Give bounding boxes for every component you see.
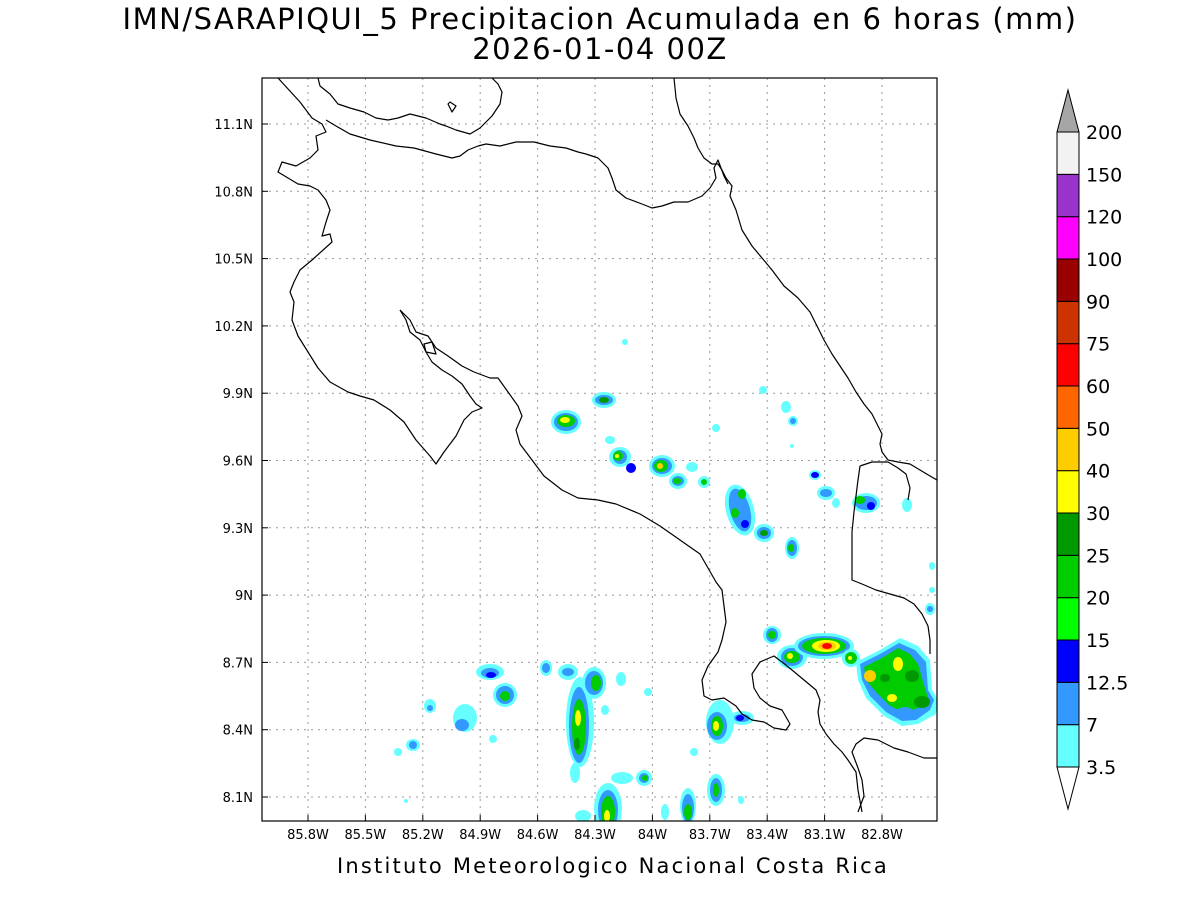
lat-tick-label: 10.8N	[214, 185, 253, 200]
lon-tick-label: 84.9W	[459, 828, 501, 843]
lon-tick-label: 83.7W	[689, 828, 731, 843]
colorbar-swatch	[1056, 427, 1080, 472]
lon-tick-label: 85.8W	[287, 828, 329, 843]
lat-tick-label: 9.6N	[223, 455, 253, 470]
lat-tick-label: 10.2N	[214, 320, 253, 335]
colorbar: 3.5 7 12.5 15 20 25 30 40 50 60 75 90 100 120 150 200	[1056, 88, 1128, 811]
colorbar-label: 150	[1086, 164, 1122, 186]
lon-tick-label: 83.1W	[804, 828, 846, 843]
colorbar-swatch	[1056, 343, 1080, 387]
rain-cell	[856, 638, 937, 726]
colorbar-swatch	[1056, 300, 1080, 345]
colorbar-swatch	[1056, 724, 1080, 768]
colorbar-swatch	[1056, 470, 1080, 514]
colorbar-label: 200	[1086, 122, 1122, 144]
colorbar-label: 12.5	[1086, 672, 1128, 694]
colorbar-swatch	[1056, 639, 1080, 683]
lat-tick-label: 9N	[235, 589, 253, 604]
colorbar-label: 60	[1086, 376, 1110, 398]
colorbar-label: 50	[1086, 418, 1110, 440]
lat-tick-label: 9.9N	[223, 387, 253, 402]
lon-tick-label: 83.4W	[746, 828, 788, 843]
lat-tick-label: 11.1N	[214, 118, 253, 133]
credit-text: Instituto Meteorologico Nacional Costa R…	[337, 854, 889, 878]
map-subtitle-date: 2026-01-04 00Z	[472, 32, 728, 66]
rain-cell	[724, 484, 799, 559]
colorbar-label: 120	[1086, 207, 1122, 229]
colorbar-swatch	[1056, 681, 1080, 726]
lon-tick-label: 84.6W	[517, 828, 559, 843]
rain-cell	[592, 392, 616, 408]
map-grid	[262, 78, 937, 821]
rain-cell	[852, 493, 935, 615]
precipitation-field	[394, 339, 937, 821]
colorbar-swatch	[1056, 216, 1080, 260]
colorbar-swatch	[1056, 131, 1080, 175]
lon-tick-label: 85.5W	[344, 828, 386, 843]
coastline	[277, 78, 937, 813]
colorbar-label: 40	[1086, 461, 1110, 483]
longitude-axis: 85.8W 85.5W 85.2W 84.9W 84.6W 84.3W 84W 83.7W 83…	[287, 815, 903, 843]
map-title: IMN/SARAPIQUI_5 Precipitacion Acumulada …	[122, 2, 1078, 36]
lat-tick-label: 9.3N	[223, 522, 253, 537]
colorbar-swatch	[1056, 173, 1080, 218]
colorbar-bottom-triangle	[1056, 766, 1080, 811]
colorbar-label: 20	[1086, 588, 1110, 610]
rain-cell	[551, 410, 581, 434]
map-frame	[261, 77, 938, 822]
colorbar-label: 15	[1086, 630, 1110, 652]
lat-tick-label: 10.5N	[214, 253, 253, 268]
colorbar-swatch	[1056, 385, 1080, 429]
colorbar-label: 100	[1086, 249, 1122, 271]
colorbar-label: 90	[1086, 291, 1110, 313]
rain-cell	[575, 688, 669, 821]
lat-tick-label: 8.4N	[223, 724, 253, 739]
rain-cell	[558, 664, 626, 783]
rain-cell	[394, 660, 552, 803]
colorbar-label: 25	[1086, 545, 1110, 567]
rain-cell	[649, 424, 720, 489]
colorbar-label: 30	[1086, 503, 1110, 525]
rain-cell	[759, 386, 840, 508]
lon-tick-label: 84W	[638, 828, 668, 843]
lon-tick-label: 85.2W	[402, 828, 444, 843]
colorbar-swatch	[1056, 554, 1080, 599]
colorbar-swatch	[1056, 258, 1080, 302]
latitude-axis: 11.1N 10.8N 10.5N 10.2N 9.9N 9.6N 9.3N 9N 8.7N 8.…	[214, 118, 268, 806]
colorbar-swatch	[1056, 597, 1080, 641]
colorbar-label: 75	[1086, 334, 1110, 356]
lon-tick-label: 84.3W	[574, 828, 616, 843]
colorbar-label: 3.5	[1086, 757, 1116, 779]
rain-cell	[680, 700, 754, 821]
lat-tick-label: 8.1N	[223, 791, 253, 806]
colorbar-top-triangle	[1056, 88, 1080, 133]
rain-cell	[605, 436, 636, 473]
colorbar-swatch	[1056, 512, 1080, 556]
colorbar-label: 7	[1086, 715, 1098, 737]
lon-tick-label: 82.8W	[861, 828, 903, 843]
rain-cell	[763, 626, 860, 669]
lat-tick-label: 8.7N	[223, 656, 253, 671]
